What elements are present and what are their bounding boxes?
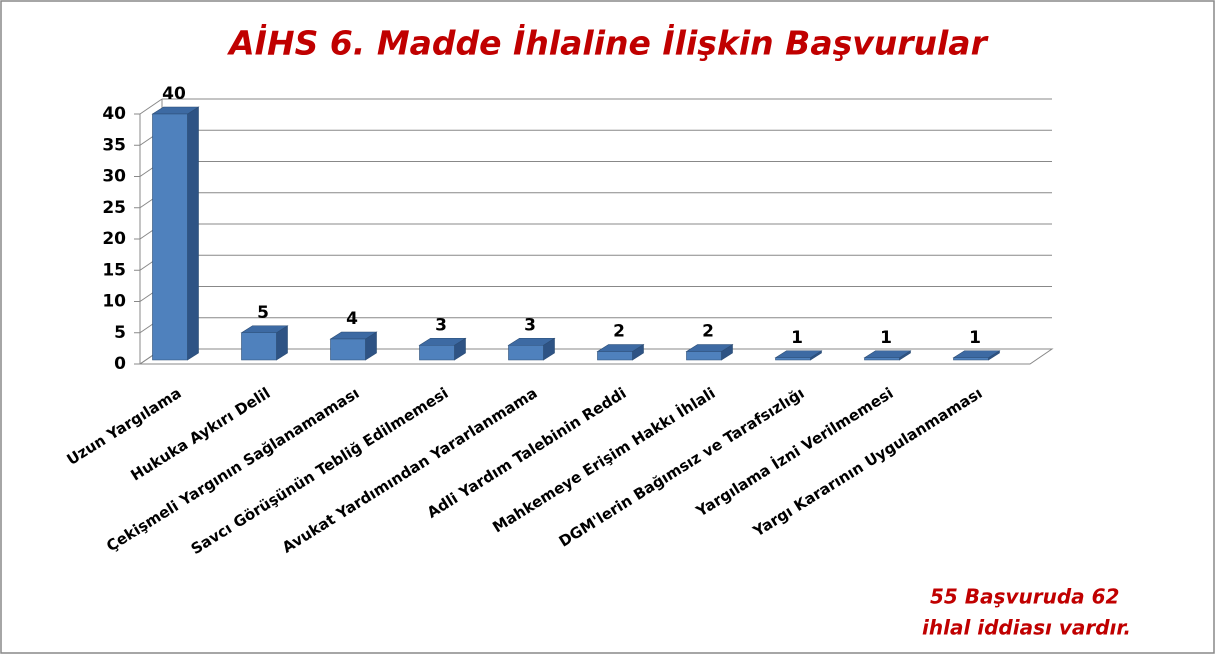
bar <box>507 337 556 361</box>
data-label: 3 <box>524 315 536 335</box>
y-tick-label: 5 <box>114 323 126 343</box>
y-tick-label: 25 <box>102 198 126 218</box>
y-tick-label: 30 <box>102 167 126 187</box>
y-tick-label: 15 <box>102 260 126 280</box>
data-label: 3 <box>435 315 447 335</box>
chart-title: AİHS 6. Madde İhlaline İlişkin Başvurula… <box>226 23 988 63</box>
bar-front <box>508 344 544 361</box>
bar-front <box>152 113 188 361</box>
grid-line <box>139 98 163 115</box>
y-tick-label: 20 <box>102 229 126 249</box>
bar <box>240 325 289 361</box>
y-tick-label: 40 <box>102 104 126 124</box>
data-label: 2 <box>613 322 625 342</box>
bar-front <box>864 357 900 361</box>
bar-front <box>775 357 811 361</box>
bar <box>952 350 1001 361</box>
y-tick-label: 35 <box>102 135 126 155</box>
bar <box>151 106 200 361</box>
annotation: ihlal iddiası vardır. <box>922 616 1131 640</box>
y-tick-label: 0 <box>114 354 126 374</box>
bar <box>596 343 645 361</box>
bar <box>418 337 467 361</box>
data-label: 40 <box>162 84 186 104</box>
data-label: 1 <box>791 328 803 348</box>
bar-front <box>686 351 722 361</box>
annotation: 55 Başvuruda 62 <box>930 585 1119 609</box>
bar-front <box>953 357 989 361</box>
data-label: 1 <box>880 328 892 348</box>
bar-front <box>330 338 366 361</box>
bar-front <box>419 344 455 361</box>
data-label: 1 <box>969 328 981 348</box>
data-label: 5 <box>257 303 269 323</box>
bar <box>863 350 912 361</box>
bar-side <box>187 106 199 361</box>
data-label: 2 <box>702 322 714 342</box>
y-tick-label: 10 <box>102 292 126 312</box>
bar-front <box>597 351 633 361</box>
bar-front <box>241 332 277 361</box>
bar <box>685 343 734 361</box>
bar <box>774 350 823 361</box>
bar <box>329 331 378 361</box>
data-label: 4 <box>346 309 358 329</box>
